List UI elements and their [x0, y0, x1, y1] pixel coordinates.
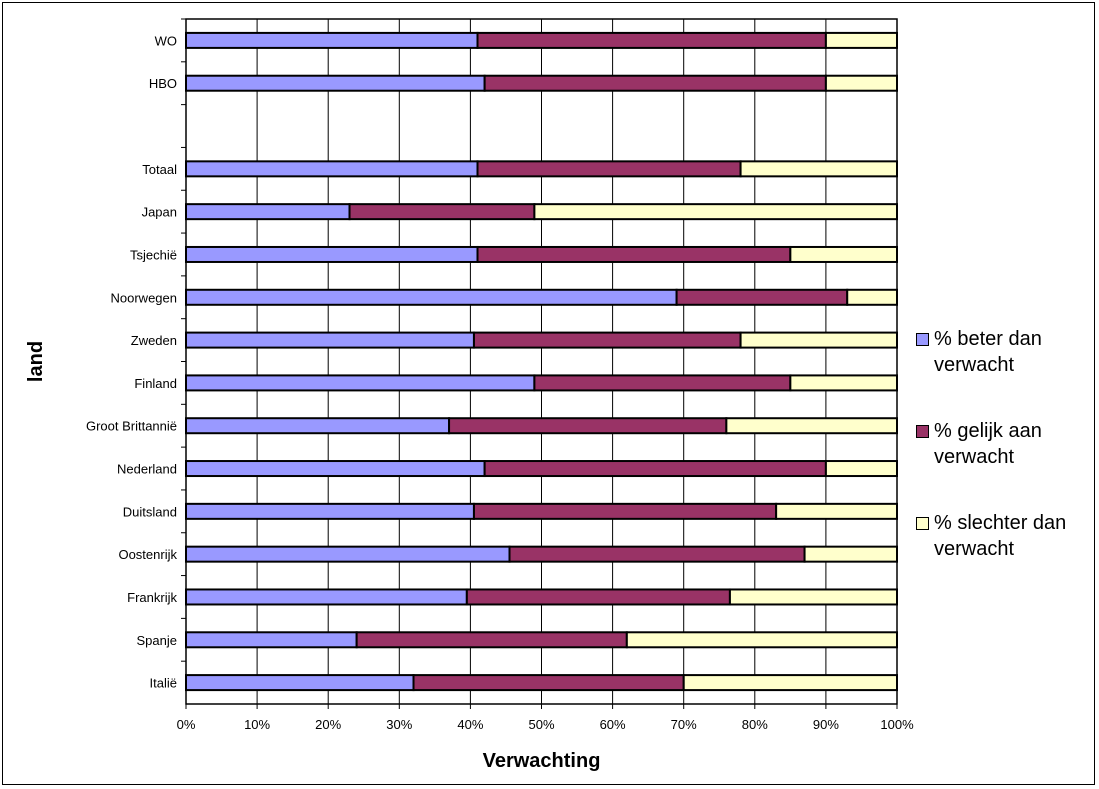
bar-segment [185, 245, 479, 263]
category-label: Noorwegen [111, 290, 178, 305]
bar-segment [789, 374, 898, 392]
legend-swatch-slechter [916, 517, 929, 530]
bar-segment [625, 631, 898, 649]
bar-segment [824, 74, 899, 92]
bar-segment [185, 288, 678, 306]
legend-item-beter: % beter dan verwacht [912, 326, 1092, 418]
bar-segment [803, 545, 899, 563]
bar-segment [476, 245, 792, 263]
bar-segment [185, 31, 479, 49]
category-label: Zweden [131, 333, 177, 348]
category-label: Japan [142, 205, 177, 220]
x-tick-label: 0% [177, 717, 196, 732]
bar-segment [739, 331, 899, 349]
legend: % beter dan verwacht % gelijk aan verwac… [912, 326, 1092, 602]
category-label: Tsjechië [130, 247, 177, 262]
bar-segment [185, 502, 475, 520]
x-tick-label: 10% [244, 717, 270, 732]
x-tick-label: 40% [457, 717, 483, 732]
legend-label-beter: % beter dan verwacht [934, 328, 1042, 376]
bar-segment [185, 631, 358, 649]
category-label: Spanje [137, 633, 177, 648]
category-label: Totaal [142, 162, 177, 177]
legend-swatch-gelijk [916, 425, 929, 438]
x-tick-label: 100% [880, 717, 914, 732]
x-tick-label: 30% [386, 717, 412, 732]
legend-item-slechter: % slechter dan verwacht [912, 510, 1092, 602]
bar-segment [846, 288, 898, 306]
bar-segment [355, 631, 628, 649]
category-label: Frankrijk [127, 590, 177, 605]
x-tick-label: 60% [600, 717, 626, 732]
category-label: Groot Brittannië [86, 419, 177, 434]
bar-segment [472, 331, 742, 349]
bar-segment [483, 460, 827, 478]
bar-segment [185, 160, 479, 178]
bar-segment [476, 31, 827, 49]
y-axis-title: land [25, 341, 47, 382]
legend-label-gelijk: % gelijk aan verwacht [934, 420, 1042, 468]
bar-segment [185, 331, 475, 349]
bar-segment [185, 588, 468, 606]
bar-segment [508, 545, 806, 563]
x-tick-label: 50% [528, 717, 554, 732]
bar-segment [775, 502, 899, 520]
legend-item-gelijk: % gelijk aan verwacht [912, 418, 1092, 510]
bar-segment [533, 203, 898, 221]
bar-segment [348, 203, 536, 221]
bar-segment [185, 545, 511, 563]
category-label: Duitsland [123, 504, 177, 519]
bar-segment [789, 245, 898, 263]
category-label: Oostenrijk [118, 547, 177, 562]
bar-segment [483, 74, 827, 92]
bar-segment [185, 674, 415, 692]
bar-segment [675, 288, 849, 306]
bar-segment [682, 674, 899, 692]
bar-segment [185, 417, 451, 435]
x-tick-label: 20% [315, 717, 341, 732]
category-label: Nederland [117, 462, 177, 477]
bar-segment [448, 417, 728, 435]
category-label: HBO [149, 76, 177, 91]
bar-segment [185, 74, 486, 92]
bar-segment [476, 160, 742, 178]
x-tick-label: 90% [813, 717, 839, 732]
bar-segment [185, 460, 486, 478]
bar-segment [465, 588, 731, 606]
category-label: WO [155, 33, 177, 48]
bar-segment [728, 588, 898, 606]
bar-segment [412, 674, 685, 692]
x-tick-label: 80% [742, 717, 768, 732]
bar-segment [533, 374, 792, 392]
bar-segment [824, 460, 899, 478]
bar-segment [185, 203, 351, 221]
x-tick-label: 70% [671, 717, 697, 732]
bar-segment [739, 160, 899, 178]
bar-segment [185, 374, 536, 392]
category-label: Italië [150, 676, 177, 691]
x-axis-title: Verwachting [483, 750, 601, 772]
category-label: Finland [134, 376, 177, 391]
legend-label-slechter: % slechter dan verwacht [934, 512, 1067, 560]
bar-segment [824, 31, 899, 49]
bar-segment [472, 502, 778, 520]
bar-segment [725, 417, 898, 435]
legend-swatch-beter [916, 333, 929, 346]
